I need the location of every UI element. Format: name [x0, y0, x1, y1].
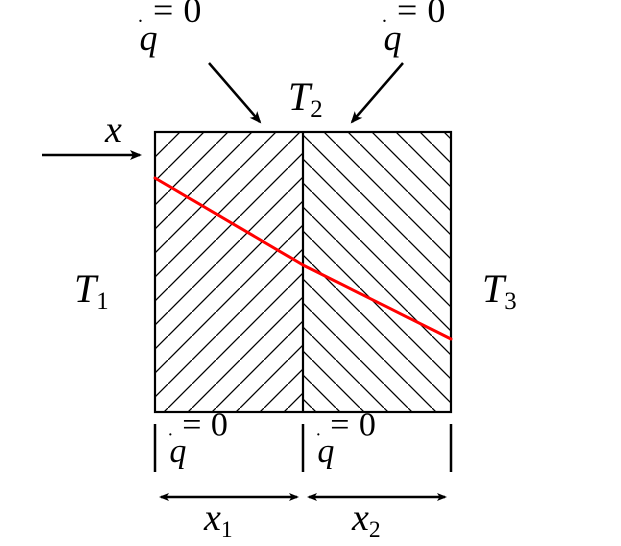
label-qdot-top-left: q.=0 [138, 0, 201, 58]
label-T2: T2 [288, 74, 323, 123]
label-x2: x2 [351, 497, 381, 543]
label-qdot-top-right: q.=0 [382, 0, 445, 58]
label-qdot-bottom-left: q.=0 [168, 406, 228, 470]
label-qdot-bottom-right: q.=0 [316, 406, 376, 470]
heat-conduction-diagram: T1 T2 T3 x x1 x2 q.=0 q.=0 q.=0 q.=0 [0, 0, 621, 546]
label-x1: x1 [203, 497, 233, 543]
label-T1: T1 [74, 266, 109, 315]
label-x-axis: x [104, 109, 122, 151]
label-T3: T3 [482, 266, 517, 315]
composite-slab [155, 132, 451, 412]
